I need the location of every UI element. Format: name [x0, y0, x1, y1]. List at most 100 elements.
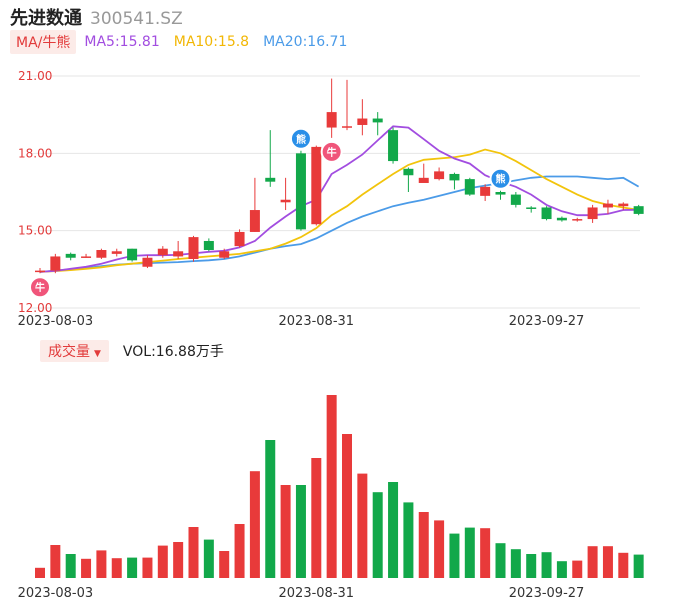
candle-body: [81, 256, 92, 258]
volume-bar: [127, 557, 138, 578]
volume-value: VOL:16.88万手: [122, 344, 224, 360]
candle-body: [35, 270, 45, 273]
bull-marker-icon: 牛: [320, 140, 343, 163]
ma20-value: MA20:16.71: [263, 34, 348, 50]
candle-body: [618, 203, 629, 207]
x-tick-label: 2023-09-27: [509, 314, 585, 329]
x-tick-label: 2023-09-27: [509, 586, 585, 601]
volume-bar: [372, 492, 383, 578]
volume-bar: [633, 554, 644, 578]
volume-bar: [449, 533, 460, 578]
candle-body: [280, 199, 291, 203]
marker-badge: [29, 276, 51, 299]
candle-body: [480, 186, 491, 196]
candle-body: [111, 251, 122, 254]
volume-bar: [602, 546, 613, 578]
ma5-value: MA5:15.81: [84, 34, 160, 50]
volume-bar: [464, 527, 475, 578]
volume-bar: [618, 552, 629, 578]
moving-average-lines: [39, 125, 640, 273]
volume-bar: [35, 567, 45, 578]
marker-label: 牛: [35, 281, 45, 294]
marker-badge: [489, 167, 512, 190]
ma10-value: MA10:15.8: [173, 34, 250, 50]
candle-body: [541, 207, 552, 220]
candle-body: [633, 206, 644, 214]
volume-bar: [587, 546, 598, 578]
volume-bar: [510, 549, 521, 578]
y-tick-label: 21.00: [18, 69, 52, 83]
volume-bar: [556, 561, 567, 578]
y-tick-label: 18.00: [18, 146, 52, 160]
candle-body: [326, 112, 337, 128]
volume-bar: [295, 485, 306, 578]
volume-bar: [280, 485, 291, 578]
volume-bar: [480, 528, 491, 578]
candle-body: [388, 130, 399, 162]
candle-body: [219, 251, 230, 258]
volume-bar: [157, 545, 168, 578]
bull-marker-icon: 牛: [29, 276, 51, 299]
volume-bar: [203, 539, 214, 578]
volume-bar: [526, 554, 537, 578]
candle-body: [311, 146, 322, 225]
candle-body: [188, 237, 199, 260]
candle-body: [602, 203, 613, 208]
candle-body: [572, 219, 583, 221]
volume-legend: 成交量 ▼ VOL:16.88万手: [40, 340, 224, 362]
y-tick-label: 12.00: [18, 301, 52, 315]
volume-bar: [265, 440, 276, 578]
candle-body: [249, 210, 260, 232]
candle-body: [403, 168, 414, 176]
volume-bar: [311, 458, 322, 578]
candle-body: [65, 253, 76, 258]
caret-down-icon: ▼: [94, 349, 101, 359]
volume-indicator-label: 成交量: [48, 344, 90, 360]
candle-body: [295, 153, 306, 230]
ma-legend: MA/牛熊 MA5:15.81 MA10:15.8 MA20:16.71: [10, 30, 347, 54]
volume-bar: [342, 434, 352, 578]
volume-bar: [111, 558, 122, 578]
volume-bar: [434, 520, 445, 578]
candle-body: [434, 171, 445, 180]
volume-bar: [173, 542, 184, 578]
volume-bar: [249, 471, 260, 578]
candle-body: [203, 240, 214, 250]
candle-body: [142, 257, 153, 267]
volume-bar: [572, 560, 583, 578]
stock-code: 300541.SZ: [90, 9, 183, 29]
candle-body: [50, 256, 61, 271]
candle-body: [526, 207, 537, 209]
volume-indicator-dropdown[interactable]: 成交量 ▼: [40, 340, 109, 362]
volume-bar: [541, 552, 552, 578]
volume-bar: [188, 527, 199, 578]
marker-label: 熊: [296, 133, 306, 146]
marker-badge: [320, 140, 343, 163]
candle-body: [96, 250, 107, 258]
x-tick-label: 2023-08-31: [279, 314, 355, 329]
bear-marker-icon: 熊: [289, 127, 312, 150]
candle-body: [127, 248, 138, 261]
marker-label: 牛: [327, 146, 337, 159]
volume-bar: [219, 551, 230, 578]
candle-body: [418, 177, 429, 183]
volume-bar: [234, 524, 245, 578]
candle-body: [265, 177, 276, 182]
marker-badge: [289, 127, 312, 150]
stock-header: 先进数通 300541.SZ: [10, 4, 183, 29]
volume-bar: [357, 473, 368, 578]
volume-bar: [495, 543, 506, 578]
x-tick-label: 2023-08-03: [18, 586, 94, 601]
candle-body: [157, 248, 168, 256]
candle-body: [495, 192, 506, 195]
candle-body: [342, 126, 352, 128]
volume-bars: [35, 395, 644, 578]
candle-body: [556, 217, 567, 221]
x-tick-label: 2023-08-03: [18, 314, 94, 329]
candle-body: [234, 231, 245, 247]
volume-bar: [326, 395, 337, 578]
ma-indicator-tag[interactable]: MA/牛熊: [10, 30, 77, 54]
